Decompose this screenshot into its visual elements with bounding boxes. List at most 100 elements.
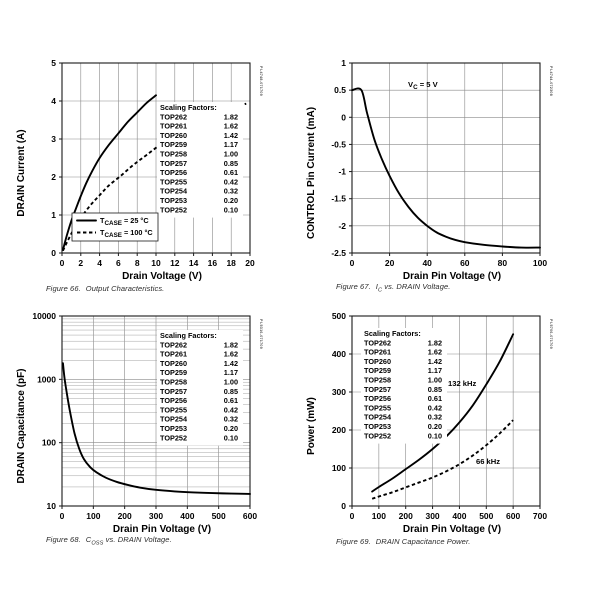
figure-69-scaling-factor-part: TOP260 [364,357,391,366]
f67-xtick: 20 [385,258,395,268]
f67-xtick: 40 [422,258,432,268]
figure-66-scaling-factor-factor: 0.10 [224,205,238,214]
f67-xtick: 0 [350,258,355,268]
figure-67-caption: Figure 67. IC vs. DRAIN Voltage. [336,282,450,294]
figure-66-scaling-factors: Scaling Factors:TOP262 1.82 TOP261 1.62 TOP2… [157,102,243,218]
f66-xtick: 2 [78,258,83,268]
figure-68-scaling-factor-factor: 1.42 [224,359,238,368]
figure-69-scaling-factor-factor: 1.17 [428,366,442,375]
f68-ytick: 100 [42,438,56,448]
figure-67-annotation-subscript: C [413,84,418,91]
f66-xtick: 10 [151,258,161,268]
figure-69-scaling-factor-part: TOP262 [364,338,391,347]
figure-66-scaling-factor-factor: 1.42 [224,131,238,140]
f68-xtick: 600 [243,511,257,521]
figure-68-scaling-factor-factor: 0.42 [224,405,238,414]
figure-66-scaling-factor-factor: 0.61 [224,168,238,177]
figure-69-caption-number: Figure 69. [336,537,371,546]
figure-69-scaling-factor-part: TOP255 [364,403,391,412]
figure-69-caption: Figure 69. DRAIN Capacitance Power. [336,537,470,546]
figure-66-scaling-factor-factor: 0.42 [224,177,238,186]
f68-series-0 [61,362,251,495]
figure-68-scaling-factor-factor: 1.17 [224,368,238,377]
figure-67-ic-vs-drain-voltage: 0 20 40 60 80 100 -2.5 -2 -1.5 -1 -0.5 0 0.5 1 VC = 5… [300,45,590,295]
figure-68-scaling-factor-part: TOP258 [160,378,187,387]
f66-ytick: 4 [51,96,56,106]
figure-67-y-axis-title: CONTROL Pin Current (mA) [306,107,317,239]
f66-xtick: 16 [208,258,218,268]
figure-66-scaling-factor-part: TOP260 [160,131,187,140]
f66-xtick: 12 [170,258,180,268]
figure-68-scaling-factor-factor: 0.10 [224,433,238,442]
figure-66-scaling-factor-part: TOP252 [160,205,187,214]
f68-xtick: 100 [86,511,100,521]
f67-xtick: 60 [460,258,470,268]
figure-68-scaling-factors: Scaling Factors:TOP262 1.82 TOP261 1.62 TOP2… [157,330,243,446]
f66-xtick: 0 [60,258,65,268]
f67-ytick: 1 [341,58,346,68]
f67-ytick: -0.5 [331,139,346,149]
figure-69-scaling-factor-factor: 0.32 [428,413,442,422]
f69-xtick: 200 [399,511,413,521]
figure-68-scaling-factor-factor: 1.62 [224,350,238,359]
figure-69-scaling-factors: Scaling Factors:TOP262 1.82 TOP261 1.62 TOP2… [361,328,447,444]
figure-68-scaling-factor-part: TOP257 [160,387,187,396]
figure-68-scaling-factor-factor: 0.85 [224,387,238,396]
f66-ytick: 2 [51,172,56,182]
f69-ytick: 400 [332,349,346,359]
figure-69-scaling-factor-part: TOP257 [364,385,391,394]
figure-68-scaling-factor-part: TOP261 [160,350,187,359]
f68-xtick: 200 [118,511,132,521]
f68-xtick: 400 [180,511,194,521]
figure-69-drain-capacitance-power: 0 100 200 300 400 500 600 700 0 100 200 300 400 500 S… [300,298,590,548]
figure-69-scaling-factor-factor: 0.20 [428,422,442,431]
figure-66-scaling-factor-part: TOP262 [160,112,187,121]
figure-69-scaling-factor-factor: 1.42 [428,357,442,366]
figure-69-scaling-factor-part: TOP253 [364,422,391,431]
f67-ytick: -2 [338,221,346,231]
figure-69-scaling-factor-background [361,328,447,444]
figure-67-caption-number: Figure 67. [336,281,371,291]
figure-68-scaling-factor-part: TOP255 [160,405,187,414]
f66-xtick: 14 [189,258,199,268]
figure-66-x-axis-title: Drain Voltage (V) [122,271,202,282]
f66-ytick: 1 [51,210,56,220]
figure-69-chart: 0 100 200 300 400 500 600 700 0 100 200 300 400 500 S… [306,311,553,535]
f68-ytick: 1000 [37,374,56,384]
figure-69-caption-text: DRAIN Capacitance Power. [375,537,471,546]
f66-xtick: 20 [245,258,255,268]
figure-69-scaling-factor-factor: 1.00 [428,376,442,385]
f69-ytick: 300 [332,387,346,397]
figure-68-watermark: PI-5316-071709 [259,319,263,349]
f69-xtick: 500 [479,511,493,521]
figure-68-scaling-factor-part: TOP252 [160,433,187,442]
f69-xtick: 400 [452,511,466,521]
figure-66-scaling-factor-part: TOP257 [160,159,187,168]
figure-66-plot-frame [61,62,251,254]
figure-66-scaling-factor-title: Scaling Factors: [160,103,217,112]
figure-66-scaling-factor-factor: 1.82 [224,112,238,121]
figure-66-output-characteristics: 0 2 4 6 8 10 12 14 16 18 20 0 1 2 3 4 5 Scaling Factors:… [10,45,300,295]
figure-68-x-axis-title: Drain Pin Voltage (V) [113,524,211,535]
f67-ytick: 0.5 [334,85,346,95]
figure-68-plot-frame [61,315,251,507]
figure-69-watermark: PI-5706-071709 [549,319,553,349]
figure-66-scaling-factor-factor: 1.17 [224,140,238,149]
f69-ytick: 100 [332,463,346,473]
figure-67-x-axis-title: Drain Pin Voltage (V) [403,271,501,282]
figure-69-scaling-factor-part: TOP256 [364,394,391,403]
figure-67-watermark: PI-4744-072308 [549,66,553,96]
f68-xtick: 300 [149,511,163,521]
figure-69-scaling-factor-factor: 1.82 [428,338,442,347]
f67-xtick: 100 [533,258,547,268]
figure-66-scaling-factor-part: TOP261 [160,122,187,131]
figure-68-caption-text-pre: C [85,534,92,544]
figure-66-scaling-factor-part: TOP253 [160,196,187,205]
figure-68-caption-number: Figure 68. [46,534,81,544]
figure-66-scaling-factor-factor: 0.85 [224,159,238,168]
figure-67-curves [351,87,541,249]
f67-series-0 [351,87,541,249]
